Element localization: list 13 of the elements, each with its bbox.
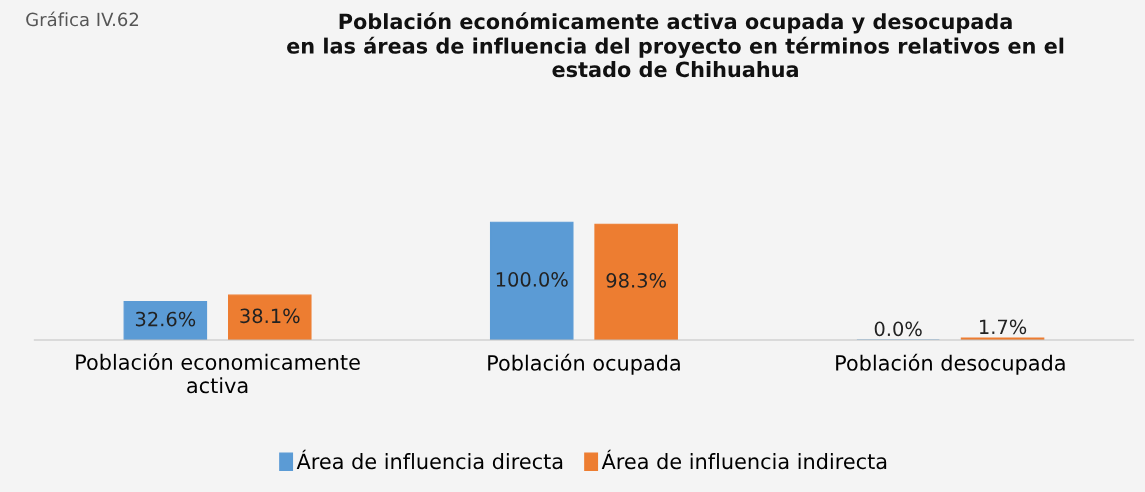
data-label: 38.1% xyxy=(240,308,300,324)
data-label: 100.0% xyxy=(496,272,568,287)
data-label: 0.0% xyxy=(874,321,922,337)
text: Gráfica IV.62 xyxy=(26,11,139,27)
legend-label: Área de influencia indirecta xyxy=(601,449,887,470)
legend-label: Área de influencia directa xyxy=(296,449,563,470)
x-tick-label: Población economicamente activa xyxy=(76,353,360,394)
data-label: 98.3% xyxy=(606,273,666,288)
chart-title: Población económicamente activa ocupada y desocupada en las áreas de influencia del proyecto en términos relativos en el estado de Chihuahua xyxy=(287,12,1064,78)
data-label: 1.7% xyxy=(980,319,1027,335)
data-label: 32.6% xyxy=(135,311,196,327)
x-tick-label: Población desocupada xyxy=(836,353,1065,375)
x-tick-label: Población ocupada xyxy=(488,353,680,375)
